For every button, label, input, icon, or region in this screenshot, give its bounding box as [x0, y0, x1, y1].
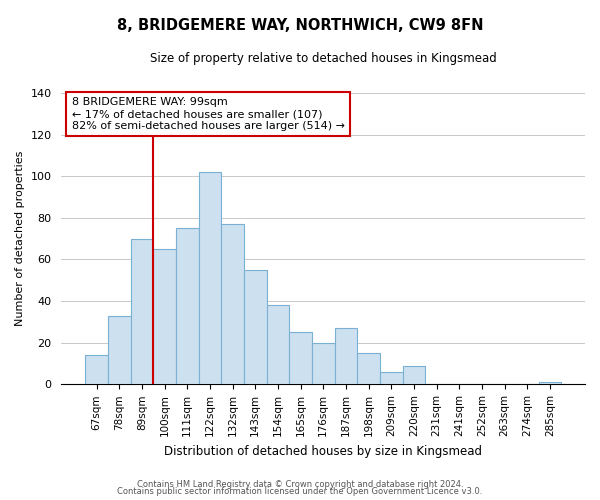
Bar — [85, 355, 108, 384]
Bar — [357, 353, 380, 384]
Text: Contains public sector information licensed under the Open Government Licence v3: Contains public sector information licen… — [118, 487, 482, 496]
X-axis label: Distribution of detached houses by size in Kingsmead: Distribution of detached houses by size … — [164, 444, 482, 458]
Text: Contains HM Land Registry data © Crown copyright and database right 2024.: Contains HM Land Registry data © Crown c… — [137, 480, 463, 489]
Bar — [131, 238, 153, 384]
Bar — [335, 328, 357, 384]
Bar — [289, 332, 312, 384]
Bar — [539, 382, 561, 384]
Bar — [244, 270, 266, 384]
Bar — [312, 342, 335, 384]
Title: Size of property relative to detached houses in Kingsmead: Size of property relative to detached ho… — [150, 52, 497, 66]
Text: 8, BRIDGEMERE WAY, NORTHWICH, CW9 8FN: 8, BRIDGEMERE WAY, NORTHWICH, CW9 8FN — [117, 18, 483, 32]
Bar — [380, 372, 403, 384]
Bar — [153, 249, 176, 384]
Bar — [403, 366, 425, 384]
Bar — [108, 316, 131, 384]
Bar — [266, 306, 289, 384]
Y-axis label: Number of detached properties: Number of detached properties — [15, 151, 25, 326]
Bar — [199, 172, 221, 384]
Bar — [176, 228, 199, 384]
Text: 8 BRIDGEMERE WAY: 99sqm
← 17% of detached houses are smaller (107)
82% of semi-d: 8 BRIDGEMERE WAY: 99sqm ← 17% of detache… — [72, 98, 345, 130]
Bar — [221, 224, 244, 384]
